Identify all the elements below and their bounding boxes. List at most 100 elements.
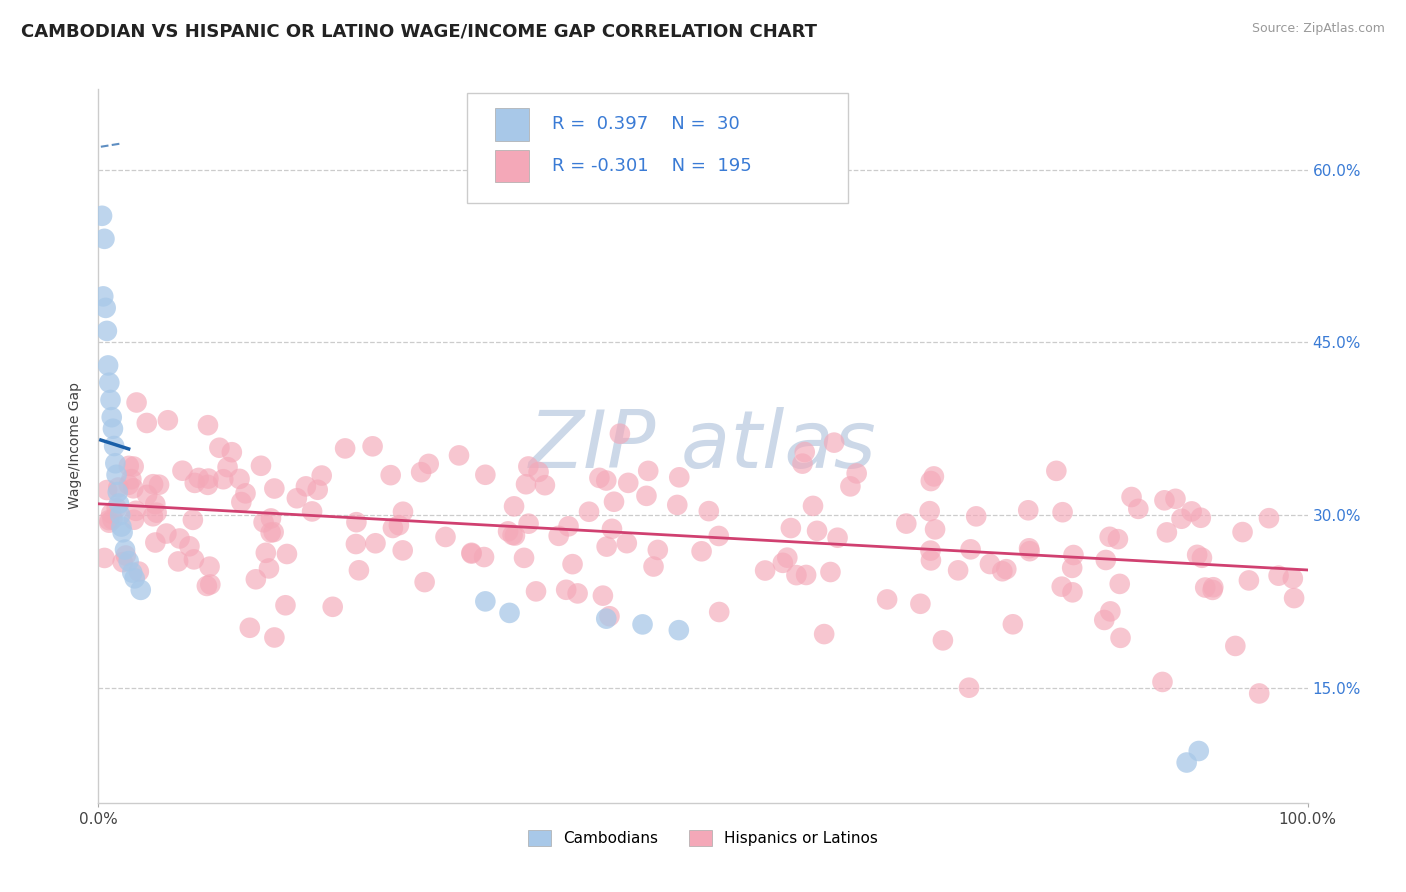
Point xyxy=(920,474,942,488)
Point xyxy=(813,627,835,641)
Point xyxy=(820,565,842,579)
Point xyxy=(772,556,794,570)
Point xyxy=(561,557,583,571)
Point xyxy=(276,547,298,561)
Point xyxy=(823,435,845,450)
Point xyxy=(588,471,610,485)
Point xyxy=(187,471,209,485)
Point xyxy=(125,395,148,409)
Point xyxy=(197,418,219,433)
Point xyxy=(235,486,257,500)
Point xyxy=(252,516,274,530)
Point xyxy=(344,537,367,551)
Point xyxy=(103,439,125,453)
Point xyxy=(1092,613,1115,627)
Point xyxy=(1170,512,1192,526)
Point xyxy=(118,458,141,473)
Point xyxy=(344,515,367,529)
Point xyxy=(1052,505,1074,519)
Point xyxy=(111,555,134,569)
Point xyxy=(263,525,285,540)
Point xyxy=(120,472,142,486)
Point xyxy=(105,467,128,482)
Point xyxy=(107,481,129,495)
Point xyxy=(212,472,235,486)
Point xyxy=(776,550,799,565)
Point xyxy=(827,531,849,545)
Point xyxy=(125,504,148,518)
Point xyxy=(617,475,640,490)
FancyBboxPatch shape xyxy=(495,109,529,141)
Point xyxy=(169,532,191,546)
Point xyxy=(1128,501,1150,516)
Point xyxy=(515,477,537,491)
Point xyxy=(603,494,626,508)
Point xyxy=(93,232,115,246)
Point xyxy=(381,521,404,535)
Point xyxy=(118,554,141,568)
Point xyxy=(1018,541,1040,556)
Point xyxy=(979,557,1001,571)
Point xyxy=(1062,585,1084,599)
Point xyxy=(995,562,1018,576)
Point xyxy=(392,505,415,519)
Point xyxy=(1189,510,1212,524)
Point xyxy=(1225,639,1247,653)
Point xyxy=(1282,571,1305,585)
Point xyxy=(245,572,267,586)
Point xyxy=(263,482,285,496)
Point xyxy=(121,566,143,580)
Point xyxy=(527,465,550,479)
Point xyxy=(472,549,495,564)
Point xyxy=(97,359,120,373)
Text: R = -0.301    N =  195: R = -0.301 N = 195 xyxy=(551,157,752,175)
Point xyxy=(411,465,433,479)
Point xyxy=(254,546,277,560)
Point xyxy=(600,522,623,536)
FancyBboxPatch shape xyxy=(495,150,529,182)
Point xyxy=(690,544,713,558)
Point xyxy=(1152,675,1174,690)
Point xyxy=(547,529,569,543)
Point xyxy=(91,289,114,303)
Point xyxy=(208,441,231,455)
Point xyxy=(845,467,868,481)
Point xyxy=(794,568,817,582)
Point xyxy=(474,594,496,608)
Point xyxy=(920,543,942,558)
Point xyxy=(94,301,117,315)
Point xyxy=(637,464,659,478)
Point xyxy=(1194,581,1216,595)
Point xyxy=(96,324,118,338)
Point xyxy=(388,518,411,533)
Point xyxy=(598,609,620,624)
Point xyxy=(167,554,190,568)
Point xyxy=(143,535,166,549)
Point xyxy=(517,516,540,531)
Point xyxy=(111,525,134,540)
Point xyxy=(1181,504,1204,518)
Point xyxy=(965,509,987,524)
Point xyxy=(1121,490,1143,504)
Point xyxy=(155,526,177,541)
Point xyxy=(143,497,166,511)
Point xyxy=(920,553,942,567)
Point xyxy=(1258,511,1281,525)
Point xyxy=(1156,525,1178,540)
Point xyxy=(513,550,536,565)
Point xyxy=(647,542,669,557)
Point xyxy=(668,470,690,484)
Point xyxy=(148,477,170,491)
Legend: Cambodians, Hispanics or Latinos: Cambodians, Hispanics or Latinos xyxy=(522,824,884,852)
Point xyxy=(1188,744,1211,758)
Point xyxy=(195,579,218,593)
Point xyxy=(239,621,262,635)
Point xyxy=(183,552,205,566)
Point xyxy=(474,467,496,482)
Point xyxy=(98,376,121,390)
Point xyxy=(104,456,127,470)
Point xyxy=(503,528,526,542)
Point xyxy=(122,513,145,527)
Point xyxy=(197,478,219,492)
Point xyxy=(179,539,201,553)
